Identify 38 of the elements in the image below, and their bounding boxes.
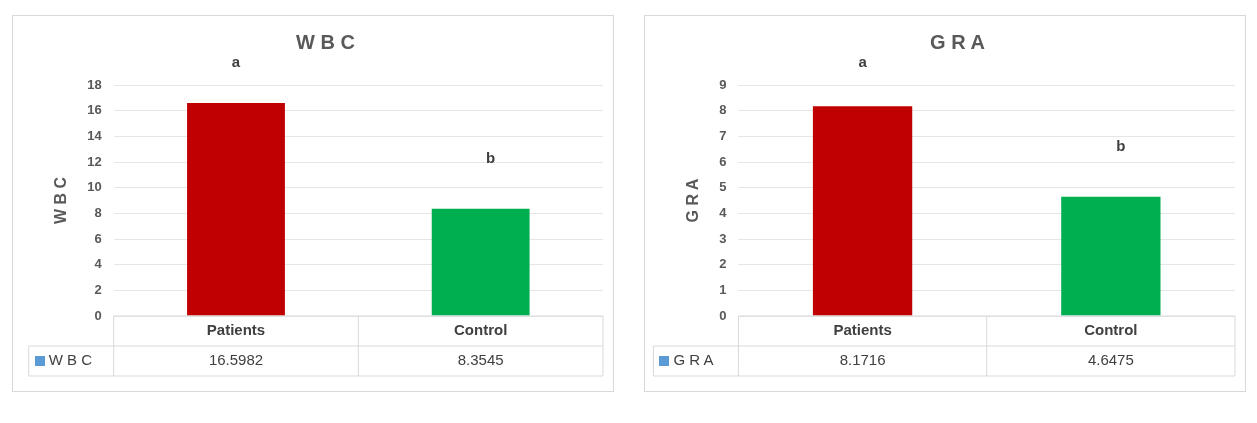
- x-tick-label: Patients: [833, 321, 892, 339]
- y-tick-label: 18: [87, 76, 102, 92]
- data-label: 4.6475: [1087, 351, 1134, 369]
- y-tick-label: 2: [719, 256, 727, 272]
- y-tick-label: 3: [719, 230, 727, 246]
- y-tick-label: 5: [719, 179, 727, 195]
- x-tick-label: Control: [1084, 321, 1138, 339]
- chart-title: G R A: [930, 30, 985, 53]
- data-label: 8.3545: [457, 351, 504, 369]
- y-tick-label: 6: [94, 230, 102, 246]
- y-tick-label: 4: [719, 204, 728, 220]
- x-tick-label: Control: [454, 321, 508, 339]
- annotation: b: [486, 148, 496, 166]
- data-label: 8.1716: [839, 351, 886, 369]
- y-tick-label: 1: [719, 281, 727, 297]
- y-tick-label: 8: [94, 204, 102, 220]
- y-axis-title: W B C: [52, 176, 70, 225]
- y-tick-label: 8: [719, 102, 727, 118]
- y-tick-label: 0: [719, 307, 727, 323]
- y-tick-label: 0: [94, 307, 102, 323]
- text: a: [231, 53, 241, 71]
- y-tick-label: 14: [87, 127, 103, 143]
- text: W B C: [48, 351, 93, 369]
- y-tick-label: 9: [719, 76, 727, 92]
- x-tick-label: Patients: [206, 321, 266, 339]
- chart-title: W B C: [296, 30, 355, 53]
- y-tick-label: 7: [719, 127, 727, 143]
- y-axis-title: G R A: [684, 178, 702, 223]
- text: G R A: [673, 351, 714, 369]
- y-tick-label: 4: [94, 256, 103, 272]
- y-tick-label: 16: [87, 102, 102, 118]
- text: a: [858, 53, 868, 71]
- y-tick-label: 10: [87, 179, 102, 195]
- y-tick-label: 12: [87, 153, 102, 169]
- y-tick-label: 6: [719, 153, 727, 169]
- annotation: b: [1116, 136, 1126, 154]
- y-tick-label: 2: [94, 281, 102, 297]
- data-label: 16.5982: [208, 351, 264, 369]
